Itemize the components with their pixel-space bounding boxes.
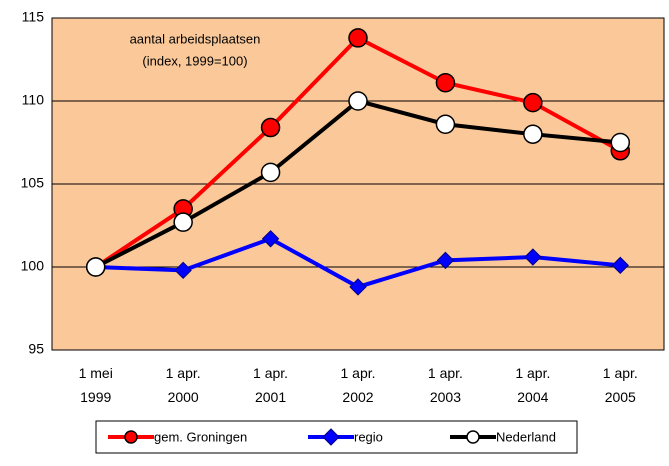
y-tick-label: 100	[21, 258, 45, 274]
annotation: (index, 1999=100)	[142, 53, 247, 68]
data-point	[523, 124, 543, 144]
y-tick-label: 95	[28, 341, 44, 357]
x-tick-label: 1 apr. 2005	[603, 365, 638, 405]
y-tick-label: 110	[22, 92, 45, 108]
x-tick-label: 1 apr. 2004	[515, 365, 550, 405]
data-point	[348, 28, 368, 48]
x-tick-label: 1 mei 1999	[79, 365, 113, 405]
annotation: aantal arbeidsplaatsen	[130, 31, 261, 46]
data-point	[260, 117, 281, 138]
legend-label: Nederland	[496, 429, 556, 444]
data-point	[436, 251, 455, 270]
data-point	[173, 212, 193, 232]
legend-label: regio	[354, 429, 383, 444]
data-point	[174, 261, 192, 280]
x-tick-label: 1 apr. 2000	[166, 365, 201, 405]
data-point	[349, 278, 367, 296]
y-tick-label: 105	[21, 175, 45, 191]
data-point	[348, 91, 368, 111]
x-tick-label: 1 apr. 2003	[428, 365, 463, 405]
data-point	[524, 248, 542, 266]
data-point	[435, 114, 456, 134]
x-tick-label: 1 apr. 2002	[340, 365, 375, 405]
data-point	[611, 256, 629, 275]
y-tick-label: 115	[22, 9, 45, 25]
data-point	[523, 92, 543, 113]
data-point	[261, 230, 280, 248]
legend-label: gem. Groningen	[154, 429, 247, 444]
x-tick-label: 1 apr. 2001	[253, 365, 288, 405]
legend-marker	[322, 428, 340, 446]
legend-marker	[466, 430, 480, 444]
legend-marker	[124, 430, 138, 444]
data-point	[435, 72, 456, 93]
data-point	[260, 162, 281, 183]
data-point	[85, 257, 106, 277]
data-point	[610, 132, 631, 153]
